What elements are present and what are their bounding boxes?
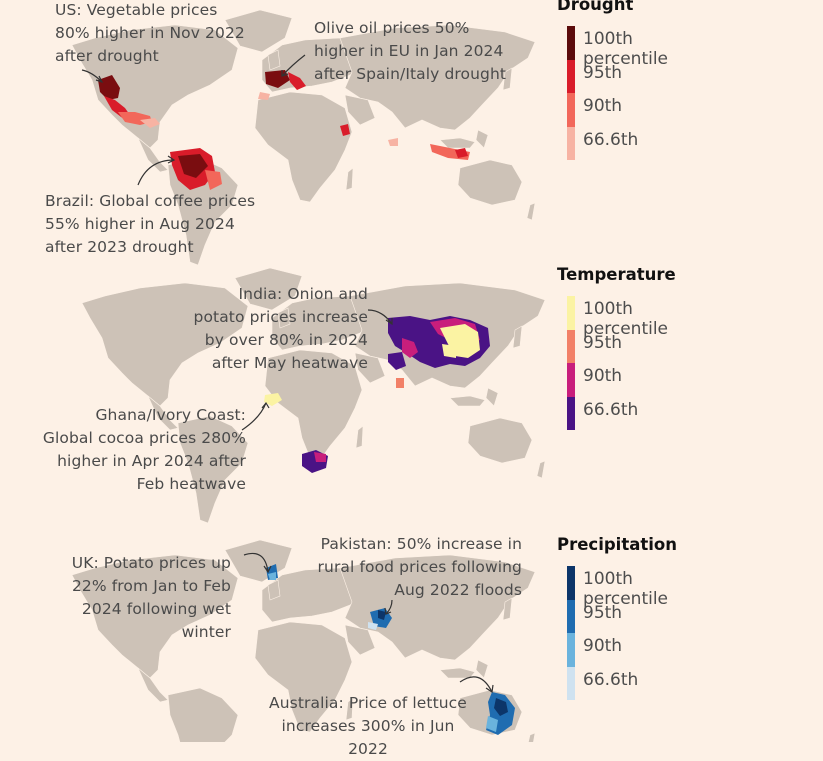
legend-label: 95th bbox=[583, 332, 623, 353]
legend-label: 66.6th bbox=[583, 129, 639, 150]
temperature-hotspots bbox=[264, 316, 490, 473]
legend-swatch bbox=[567, 296, 575, 330]
annotation-pakistan: Pakistan: 50% increase in rural food pri… bbox=[317, 535, 522, 599]
legend-label: 90th bbox=[583, 96, 623, 116]
legend-label: 90th bbox=[583, 636, 623, 656]
legend-item: 95th bbox=[557, 59, 633, 93]
annotation-brazil: Brazil: Global coffee prices 55% higher … bbox=[45, 192, 256, 256]
legend-swatch bbox=[567, 26, 575, 60]
legend-swatch bbox=[567, 599, 575, 633]
legend-swatch bbox=[567, 126, 575, 160]
world-maps bbox=[71, 9, 546, 742]
legend-label: 95th bbox=[583, 602, 623, 623]
legend-item: 66.6th bbox=[557, 666, 677, 700]
legend-label: 66.6th bbox=[583, 399, 639, 420]
legend-item: 90th bbox=[557, 633, 677, 667]
legend-label: 95th bbox=[583, 62, 623, 83]
legend-label: 66.6th bbox=[583, 669, 639, 690]
legend-item: 95th bbox=[557, 329, 676, 363]
legend-title: Drought bbox=[557, 0, 634, 14]
precipitation-map bbox=[71, 539, 536, 742]
legend-item: 66.6th bbox=[557, 396, 676, 430]
legend-item: 90th bbox=[557, 93, 633, 127]
legend-swatch bbox=[567, 59, 575, 93]
legend-label: 100th percentile bbox=[583, 299, 669, 339]
legend-item: 100th percentile bbox=[557, 296, 676, 339]
legend-swatch bbox=[567, 363, 575, 397]
legend-item: 100th percentile bbox=[557, 566, 677, 609]
legend-swatch bbox=[567, 633, 575, 667]
legend-title: Precipitation bbox=[557, 535, 677, 554]
legend-drought: Drought 100th percentile 95th 90th 66.6t… bbox=[557, 0, 668, 160]
legend-label: 100th percentile bbox=[583, 569, 669, 609]
legend-item: 66.6th bbox=[557, 126, 638, 160]
annotation-india: India: Onion and potato prices increase … bbox=[193, 285, 368, 372]
legend-item: 100th percentile bbox=[557, 26, 668, 69]
annotation-olive-oil: Olive oil prices 50% higher in EU in Jan… bbox=[314, 19, 507, 83]
legend-precipitation: Precipitation 100th percentile 95th 90th… bbox=[557, 535, 677, 700]
legend-label: 100th percentile bbox=[583, 29, 669, 69]
legend-swatch bbox=[567, 566, 575, 600]
drought-map bbox=[71, 9, 536, 266]
legend-item: 90th bbox=[557, 363, 676, 397]
legend-item: 95th bbox=[557, 599, 677, 633]
annotation-uk: UK: Potato prices up 22% from Jan to Feb… bbox=[71, 554, 231, 641]
legend-swatch bbox=[567, 329, 575, 363]
annotation-us: US: Vegetable prices 80% higher in Nov 2… bbox=[55, 1, 245, 65]
annotation-australia: Australia: Price of lettuce increases 30… bbox=[269, 694, 467, 758]
legend-title: Temperature bbox=[557, 265, 676, 284]
legend-swatch bbox=[567, 396, 575, 430]
legend-label: 90th bbox=[583, 366, 623, 386]
annotation-ghana: Ghana/Ivory Coast: Global cocoa prices 2… bbox=[42, 406, 246, 493]
temperature-map bbox=[81, 267, 546, 524]
legend-swatch bbox=[567, 666, 575, 700]
legend-swatch bbox=[567, 93, 575, 127]
drought-hotspots bbox=[98, 70, 470, 190]
precipitation-hotspots bbox=[266, 564, 515, 735]
legend-temperature: Temperature 100th percentile 95th 90th 6… bbox=[557, 265, 676, 430]
